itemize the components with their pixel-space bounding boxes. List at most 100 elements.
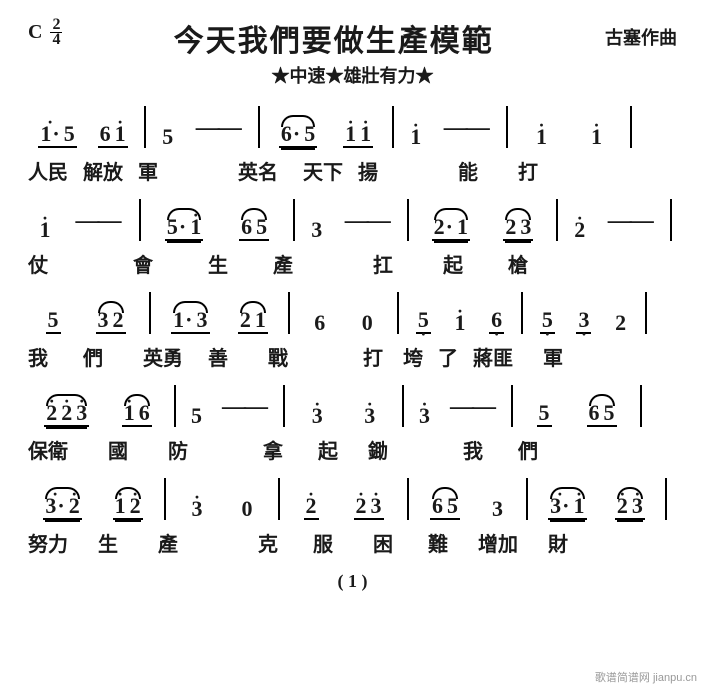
note: 5 (540, 309, 555, 334)
beat: 1 (408, 126, 423, 148)
beat: 3 (362, 405, 377, 427)
beat: —— (72, 208, 124, 241)
sheet-music-page: C 2 4 今天我們要做生產模範 古塞作曲 ★中速★雄壯有力★ 15615——6… (0, 0, 705, 592)
note: 1 (452, 312, 467, 334)
note: 1 (113, 123, 128, 145)
lyric: 了 (438, 342, 473, 371)
notation-row: 1——51653——21232—— (28, 199, 677, 241)
note-group: 65 (239, 216, 269, 241)
measure: 33 (285, 385, 404, 427)
beat: —— (192, 115, 244, 148)
lyric-row: 努力生產克服困難增加財 (28, 528, 677, 557)
note-group: 23 (354, 495, 384, 520)
song-title: 今天我們要做生產模範 (174, 16, 494, 60)
beat: 15 (38, 123, 76, 148)
lyric: 產 (273, 249, 373, 278)
beat: 5 (160, 126, 175, 148)
measure: 32 12 (28, 478, 166, 520)
measure: 22316 (28, 385, 176, 427)
beat: 32 (43, 495, 81, 520)
beat: 51 (165, 216, 203, 241)
measure: 5—— (176, 385, 285, 427)
composer: 古塞作曲 (605, 24, 677, 50)
measure: 11 (508, 106, 632, 148)
lyric: 善 (208, 342, 268, 371)
notation-line: 532132160516532我們英勇善戰打垮了蔣匪軍 (28, 292, 677, 371)
note: 2 (44, 402, 59, 424)
measure: 1561 (28, 106, 146, 148)
note: 2 (354, 495, 369, 517)
time-signature: C 2 4 (28, 18, 62, 48)
lyric: 防 (168, 435, 263, 464)
note: 1 (122, 402, 137, 424)
note-group: 51 (165, 216, 203, 241)
measure: 516 (399, 292, 523, 334)
notation-row: 3212302236533123 (28, 478, 677, 520)
lyric: 服 (313, 528, 373, 557)
note: 5 (254, 216, 269, 238)
note-group: 15 (38, 123, 76, 148)
lyric-row: 保衛國防拿起鋤我們 (28, 435, 677, 464)
note: 1 (253, 309, 268, 331)
note: 5 (46, 309, 61, 334)
notation-line: 1——51653——21232——仗會生產扛起槍 (28, 199, 677, 278)
note: 3 (576, 309, 591, 334)
note: 1 (408, 126, 423, 148)
note: 1 (38, 219, 53, 241)
header: C 2 4 今天我們要做生產模範 古塞作曲 (28, 18, 677, 60)
beat: 2 (613, 312, 628, 334)
note: 5 (62, 123, 77, 145)
note-group: 23 (615, 495, 645, 520)
note: 6 (279, 123, 302, 145)
lyric: 會 (133, 249, 208, 278)
lyric: 揚 (358, 156, 458, 185)
beat: 5 (46, 309, 61, 334)
watermark: 歌谱简谱网 jianpu.cn (595, 669, 697, 685)
beat: 23 (615, 495, 645, 520)
dash: —— (440, 115, 492, 148)
beat: 0 (360, 312, 375, 334)
notation-row: 15615——65111——11 (28, 106, 677, 148)
beat: 11 (343, 123, 373, 148)
note-group: 65 (279, 123, 317, 148)
note: 1 (188, 216, 203, 238)
lyric-row: 仗會生產扛起槍 (28, 249, 677, 278)
key-label: C (28, 21, 42, 44)
note: 2 (128, 495, 143, 517)
note: 0 (360, 312, 375, 334)
lyric: 能 (458, 156, 518, 185)
beat: 12 (113, 495, 143, 520)
measure: 2123 (409, 199, 558, 241)
beat: 3 (309, 219, 324, 241)
note-group: 61 (98, 123, 128, 148)
lyric: 蔣匪 (473, 342, 543, 371)
dash: —— (72, 208, 124, 241)
note: 0 (240, 498, 255, 520)
note-group: 13 (171, 309, 209, 334)
measure: 2—— (558, 199, 672, 241)
lyric: 生 (98, 528, 158, 557)
note: 6 (239, 216, 254, 238)
note-group: 32 (43, 495, 81, 520)
note: 5 (602, 402, 617, 424)
note: 3 (190, 498, 205, 520)
lyric: 鋤 (368, 435, 463, 464)
note-group: 21 (238, 309, 268, 334)
note: 2 (432, 216, 455, 238)
beat: —— (218, 394, 270, 427)
beat: 23 (503, 216, 533, 241)
lyric: 人民 (28, 156, 83, 185)
note: 2 (304, 495, 319, 520)
beat: 65 (239, 216, 269, 241)
lyric: 打 (518, 156, 568, 185)
beat: 65 (279, 123, 317, 148)
note: 1 (171, 309, 194, 331)
note: 6 (430, 495, 445, 517)
note: 5 (302, 123, 317, 145)
measure: 532 (28, 292, 151, 334)
measure: 565 (513, 385, 642, 427)
note: 2 (613, 312, 628, 334)
note: 3 (417, 405, 432, 427)
beat: 6 (312, 312, 327, 334)
note: 5 (537, 402, 552, 427)
